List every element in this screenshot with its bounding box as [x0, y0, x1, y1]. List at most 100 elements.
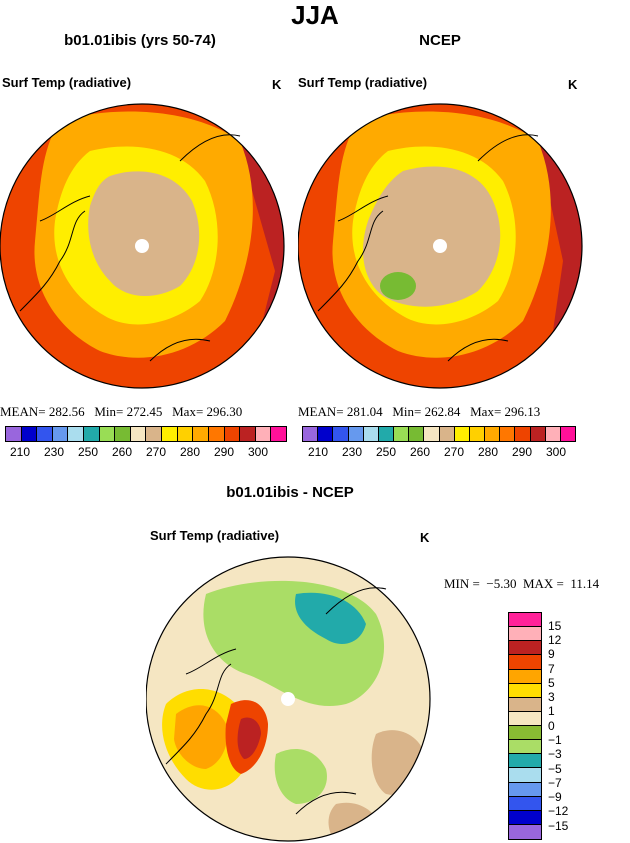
colorbar-label: −3 [548, 747, 562, 761]
colorbar-label: 260 [410, 445, 431, 459]
color-swatch [193, 427, 209, 441]
left-variable-label: Surf Temp (radiative) [2, 75, 132, 90]
color-swatch [509, 810, 541, 825]
color-swatch [509, 655, 541, 670]
color-swatch [530, 427, 546, 441]
color-swatch [409, 427, 425, 441]
color-swatch [424, 427, 440, 441]
colorbar-label: 290 [512, 445, 533, 459]
colorbar-label: 3 [548, 690, 555, 704]
left-polar-map [0, 103, 285, 389]
color-swatch [303, 427, 319, 441]
colorbar-label: 9 [548, 647, 555, 661]
colorbar-label: 250 [78, 445, 99, 459]
colorbar-label: −9 [548, 790, 562, 804]
color-swatch [509, 768, 541, 783]
color-swatch [509, 726, 541, 741]
colorbar-label: 280 [478, 445, 499, 459]
color-swatch [509, 824, 541, 839]
color-swatch [318, 427, 334, 441]
color-swatch [52, 427, 69, 441]
color-swatch [509, 627, 541, 642]
left-stats: MEAN= 282.56 Min= 272.45 Max= 296.30 [0, 404, 243, 419]
colorbar-label: 280 [180, 445, 201, 459]
colorbar-label: 250 [376, 445, 397, 459]
colorbar-label: 300 [546, 445, 567, 459]
color-swatch [6, 427, 22, 441]
left-panel-title: b01.01ibis (yrs 50-74) [64, 32, 216, 49]
color-swatch [177, 427, 194, 441]
color-swatch [208, 427, 225, 441]
colorbar-label: 210 [308, 445, 329, 459]
colorbar-label: 300 [248, 445, 269, 459]
color-swatch [363, 427, 379, 441]
color-swatch [509, 711, 541, 726]
colorbar-label: 260 [112, 445, 133, 459]
color-swatch [509, 641, 541, 656]
colorbar-label: 5 [548, 676, 555, 690]
color-swatch [146, 427, 163, 441]
color-swatch [348, 427, 364, 441]
right-variable-label: Surf Temp (radiative) [298, 75, 428, 90]
color-swatch [255, 427, 272, 441]
right-polar-map [298, 103, 583, 389]
color-swatch [515, 427, 531, 441]
color-swatch [509, 740, 541, 755]
color-swatch [545, 427, 561, 441]
colorbar-label: −5 [548, 762, 562, 776]
diff-stats: MIN = −5.30 MAX = 11.14 [444, 576, 600, 591]
color-swatch [21, 427, 38, 441]
colorbar-label: 1 [548, 704, 555, 718]
right-colorbar [302, 426, 576, 442]
left-colorbar [5, 426, 287, 442]
colorbar-label: 290 [214, 445, 235, 459]
diff-panel-title: b01.01ibis - NCEP [226, 484, 354, 501]
color-swatch [509, 613, 541, 628]
colorbar-label: 270 [444, 445, 465, 459]
right-units-label: K [568, 77, 578, 92]
color-swatch [130, 427, 147, 441]
colorbar-label: −15 [548, 819, 569, 833]
colorbar-label: −1 [548, 733, 562, 747]
color-swatch [68, 427, 85, 441]
color-swatch [509, 754, 541, 769]
color-swatch [37, 427, 53, 441]
diff-variable-label: Surf Temp (radiative) [150, 528, 280, 543]
color-swatch [509, 697, 541, 712]
colorbar-label: 0 [548, 719, 555, 733]
diff-units-label: K [420, 530, 430, 545]
colorbar-label: −7 [548, 776, 562, 790]
colorbar-label: 15 [548, 619, 562, 633]
right-stats: MEAN= 281.04 Min= 262.84 Max= 296.13 [298, 404, 541, 419]
color-swatch [469, 427, 486, 441]
color-swatch [115, 427, 131, 441]
color-swatch [240, 427, 256, 441]
colorbar-label: 12 [548, 633, 562, 647]
figure-title: JJA [291, 0, 339, 30]
right-panel-title: NCEP [419, 32, 461, 49]
color-swatch [560, 427, 576, 441]
colorbar-label: 270 [146, 445, 167, 459]
color-swatch [99, 427, 116, 441]
left-units-label: K [272, 77, 282, 92]
color-swatch [439, 427, 455, 441]
color-swatch [509, 796, 541, 811]
color-swatch [333, 427, 349, 441]
colorbar-label: 230 [44, 445, 65, 459]
color-swatch [378, 427, 395, 441]
colorbar-label: 210 [10, 445, 31, 459]
color-swatch [162, 427, 178, 441]
diff-colorbar [508, 612, 542, 840]
color-swatch [84, 427, 100, 441]
colorbar-label: 7 [548, 662, 555, 676]
color-swatch [509, 782, 541, 797]
color-swatch [509, 669, 541, 684]
color-swatch [500, 427, 516, 441]
color-swatch [509, 683, 541, 698]
color-swatch [454, 427, 470, 441]
color-swatch [224, 427, 241, 441]
color-swatch [394, 427, 410, 441]
colorbar-label: 230 [342, 445, 363, 459]
diff-polar-map [146, 556, 431, 842]
color-swatch [485, 427, 501, 441]
